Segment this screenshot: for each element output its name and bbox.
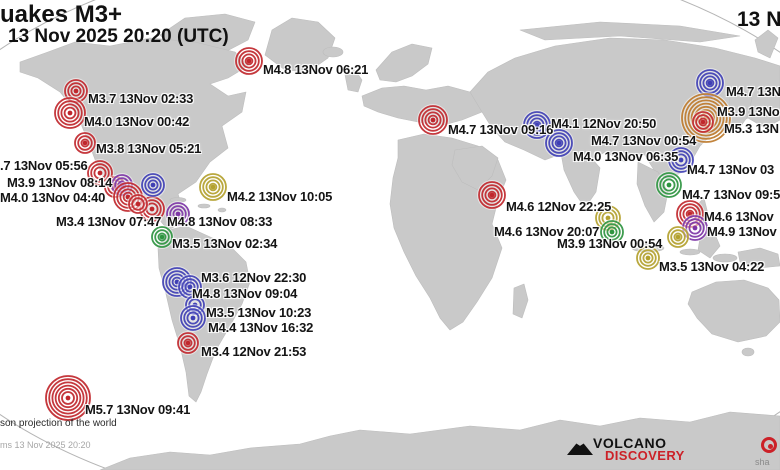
volcanodiscovery-logo[interactable]: VOLCANO DISCOVERY — [565, 433, 685, 463]
timestamp-note: ms 13 Nov 2025 20:20 — [0, 440, 91, 450]
quake-label: M4.7 13N — [726, 84, 780, 99]
logo-volcano-text: VOLCANO — [593, 435, 667, 451]
quake-label: M4.8 13Nov 09:04 — [192, 286, 298, 301]
share-brand-mark[interactable]: sha — [755, 437, 780, 467]
quake-marker-blue[interactable] — [177, 302, 209, 334]
quake-marker-blue[interactable] — [138, 170, 168, 200]
quake-label: M4.0 13Nov 04:40 — [0, 190, 106, 205]
quake-label: M4.1 12Nov 20:50 — [551, 116, 657, 131]
quake-label: M4.4 13Nov 16:32 — [208, 320, 314, 335]
quake-label: M3.7 13Nov 02:33 — [88, 91, 194, 106]
target-ring-icon — [761, 437, 777, 453]
quake-label: M4.6 13Nov — [704, 209, 774, 224]
quake-label: M3.5 13Nov 02:34 — [172, 236, 278, 251]
share-text: sha — [755, 457, 770, 467]
quake-marker-yellow[interactable] — [633, 243, 663, 273]
quake-label: .7 13Nov 05:56 — [0, 158, 88, 173]
quake-marker-red[interactable] — [51, 94, 89, 132]
quake-marker-yellow[interactable] — [664, 223, 692, 251]
quake-label: M3.6 12Nov 22:30 — [201, 270, 307, 285]
logo-discovery-text: DISCOVERY — [605, 448, 685, 463]
quake-label: M4.0 13Nov 00:42 — [84, 114, 190, 129]
quake-label: M3.9 13Nov 08:14 — [7, 175, 113, 190]
quake-marker-red[interactable] — [42, 372, 94, 424]
quake-label: M4.7 13Nov 03 — [687, 162, 775, 177]
quake-label: M3.8 13Nov 05:21 — [96, 141, 202, 156]
quake-marker-red[interactable] — [71, 129, 99, 157]
quake-label: M3.4 12Nov 21:53 — [201, 344, 307, 359]
quake-marker-red[interactable] — [174, 329, 202, 357]
projection-note: son projection of the world — [0, 418, 117, 429]
quake-label: M4.6 12Nov 22:25 — [506, 199, 612, 214]
quake-label: M3.5 13Nov 10:23 — [206, 305, 312, 320]
quake-marker-red[interactable] — [475, 178, 509, 212]
quake-label: M5.3 13N — [724, 121, 779, 136]
volcano-icon — [567, 443, 593, 455]
quake-marker-yellow[interactable] — [196, 170, 230, 204]
quake-label: M3.9 13Nov 00:54 — [557, 236, 663, 251]
quake-marker-green[interactable] — [653, 169, 685, 201]
quake-marker-green[interactable] — [597, 217, 627, 247]
quake-label: M4.6 13Nov 20:07 — [494, 224, 600, 239]
target-dot-icon — [768, 444, 773, 449]
map-title: uakes M3+ — [0, 1, 123, 28]
quake-marker-blue[interactable] — [520, 108, 554, 142]
quake-label: M4.7 13Nov 00:54 — [591, 133, 697, 148]
quake-marker-blue[interactable] — [665, 144, 697, 176]
quake-label: M3.9 13No — [717, 104, 780, 119]
quake-label: M4.8 13Nov 06:21 — [263, 62, 369, 77]
quake-marker-red[interactable] — [689, 108, 717, 136]
quake-marker-red[interactable] — [232, 44, 266, 78]
quake-label: M4.9 13Nov — [707, 224, 777, 239]
map-date-right: 13 N — [737, 8, 780, 31]
quake-label: M3.5 13Nov 04:22 — [659, 259, 765, 274]
quake-marker-blue[interactable] — [542, 126, 576, 160]
quake-marker-purple[interactable] — [163, 199, 193, 229]
quake-marker-green[interactable] — [148, 223, 176, 251]
quake-label: M4.2 13Nov 10:05 — [227, 189, 333, 204]
quake-label: M3.4 13Nov 07:47 — [56, 214, 162, 229]
quake-marker-red[interactable] — [125, 191, 151, 217]
map-datetime: 13 Nov 2025 20:20 (UTC) — [8, 26, 229, 47]
quake-label: M4.0 13Nov 06:35 — [573, 149, 679, 164]
quake-label: M4.8 13Nov 08:33 — [167, 214, 273, 229]
quake-label: M4.7 13Nov 09:5 — [682, 187, 780, 202]
quake-label: M5.7 13Nov 09:41 — [85, 402, 191, 417]
quake-label: M4.7 13Nov 09:16 — [448, 122, 554, 137]
quake-marker-red[interactable] — [415, 102, 451, 138]
